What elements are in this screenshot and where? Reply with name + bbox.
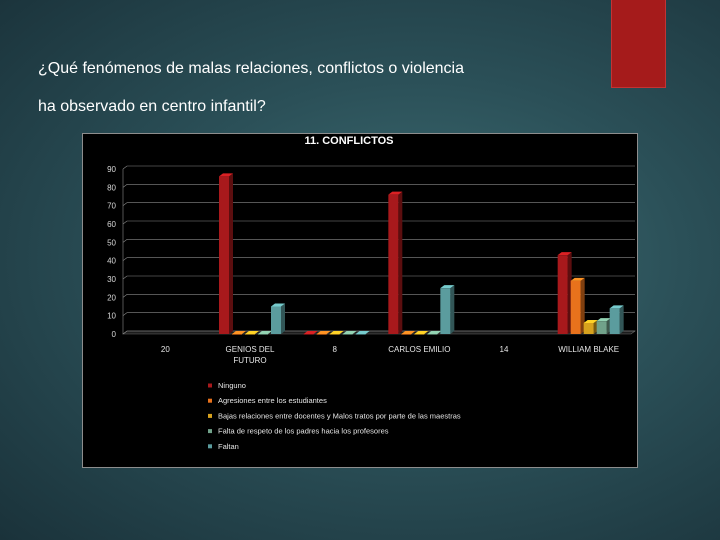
grid-side-line <box>122 239 128 243</box>
legend-label: Faltan <box>218 442 239 451</box>
bar-side <box>229 173 233 334</box>
category-label: 14 <box>500 345 509 354</box>
bar <box>596 321 607 334</box>
y-tick-label: 20 <box>107 293 116 302</box>
grid-side-line <box>122 257 128 261</box>
bar-side <box>398 191 403 334</box>
legend-swatch <box>208 444 212 449</box>
category-label: FUTURO <box>233 356 266 365</box>
y-tick-label: 0 <box>112 330 117 339</box>
bar-top <box>219 173 233 177</box>
bar <box>557 255 568 334</box>
bar-side <box>450 285 455 334</box>
bar-top <box>414 331 429 334</box>
legend-swatch <box>208 383 212 388</box>
legend-label: Ninguno <box>218 381 246 390</box>
bar-top <box>609 305 624 309</box>
grid-side-line <box>122 312 128 316</box>
bar <box>219 176 229 334</box>
category-label: 8 <box>332 345 337 354</box>
legend-swatch <box>208 398 212 403</box>
bar <box>427 334 438 335</box>
bar <box>609 308 620 334</box>
bar-top <box>570 277 585 281</box>
bar-top <box>258 331 272 334</box>
y-tick-label: 10 <box>107 312 116 321</box>
y-tick-label: 40 <box>107 257 116 266</box>
grid-side-line <box>122 294 128 298</box>
bar-top <box>401 331 416 334</box>
grid-side-line <box>122 220 128 225</box>
bar-top <box>245 331 259 334</box>
legend-swatch <box>208 413 212 418</box>
grid-side-line <box>122 330 128 335</box>
chart-panel: 11. CONFLICTOS 0 10 20 30 40 50 60 70 80 90 20 GENIO… <box>82 133 638 468</box>
grid-side-line <box>122 275 128 280</box>
y-tick-label: 90 <box>107 165 116 174</box>
slide-question: ¿Qué fenómenos de malas relaciones, conf… <box>38 50 598 126</box>
bar-top <box>355 331 370 334</box>
bar <box>303 334 314 335</box>
category-label: GENIOS DEL <box>226 345 275 354</box>
category-label: WILLIAM BLAKE <box>558 345 619 354</box>
bar-chart: 11. CONFLICTOS 0 10 20 30 40 50 60 70 80 90 20 GENIO… <box>107 135 636 451</box>
bar-top <box>271 303 285 307</box>
grid-side-line <box>122 202 128 206</box>
bar-side <box>580 277 585 334</box>
bar <box>388 194 399 334</box>
y-tick-label: 50 <box>107 238 116 247</box>
bar <box>583 323 594 334</box>
bar-top <box>427 331 442 334</box>
bar-top <box>316 331 331 334</box>
bar <box>401 334 412 335</box>
bar <box>570 280 581 334</box>
grid-side-line <box>122 184 128 188</box>
bar-top <box>329 331 344 334</box>
bar-side <box>619 305 624 334</box>
y-tick-label: 60 <box>107 220 116 229</box>
bar <box>355 334 366 335</box>
bar <box>316 334 327 335</box>
question-line-1: ¿Qué fenómenos de malas relaciones, conf… <box>38 60 464 77</box>
chart-title: 11. CONFLICTOS <box>304 135 393 147</box>
grid-side-line <box>122 165 128 170</box>
bar-top <box>388 191 403 195</box>
bar <box>245 334 255 335</box>
accent-bar <box>611 0 666 88</box>
bar-top <box>557 252 572 256</box>
bar-top <box>583 320 598 323</box>
y-tick-label: 80 <box>107 183 116 192</box>
bar <box>440 288 451 334</box>
bar <box>232 334 242 335</box>
bar <box>271 306 281 334</box>
question-line-2: ha observado en centro infantil? <box>38 98 266 115</box>
bar-top <box>303 331 318 334</box>
y-tick-label: 30 <box>107 275 116 284</box>
bar <box>414 334 425 335</box>
category-label: CARLOS EMILIO <box>388 345 450 354</box>
bar <box>258 334 268 335</box>
bar-top <box>440 285 455 289</box>
bar-top <box>596 318 611 322</box>
y-tick-label: 70 <box>107 202 116 211</box>
bar-side <box>281 303 285 334</box>
legend-swatch <box>208 429 212 434</box>
bar-side <box>567 252 572 334</box>
legend-label: Agresiones entre los estudiantes <box>218 396 327 405</box>
bar <box>329 334 340 335</box>
legend-label: Bajas relaciones entre docentes y Malos … <box>218 411 461 420</box>
bar-top <box>342 331 357 334</box>
bar-top <box>232 331 246 334</box>
bar <box>342 334 353 335</box>
category-label: 20 <box>161 345 170 354</box>
legend-label: Falta de respeto de los padres hacia los… <box>218 427 389 436</box>
